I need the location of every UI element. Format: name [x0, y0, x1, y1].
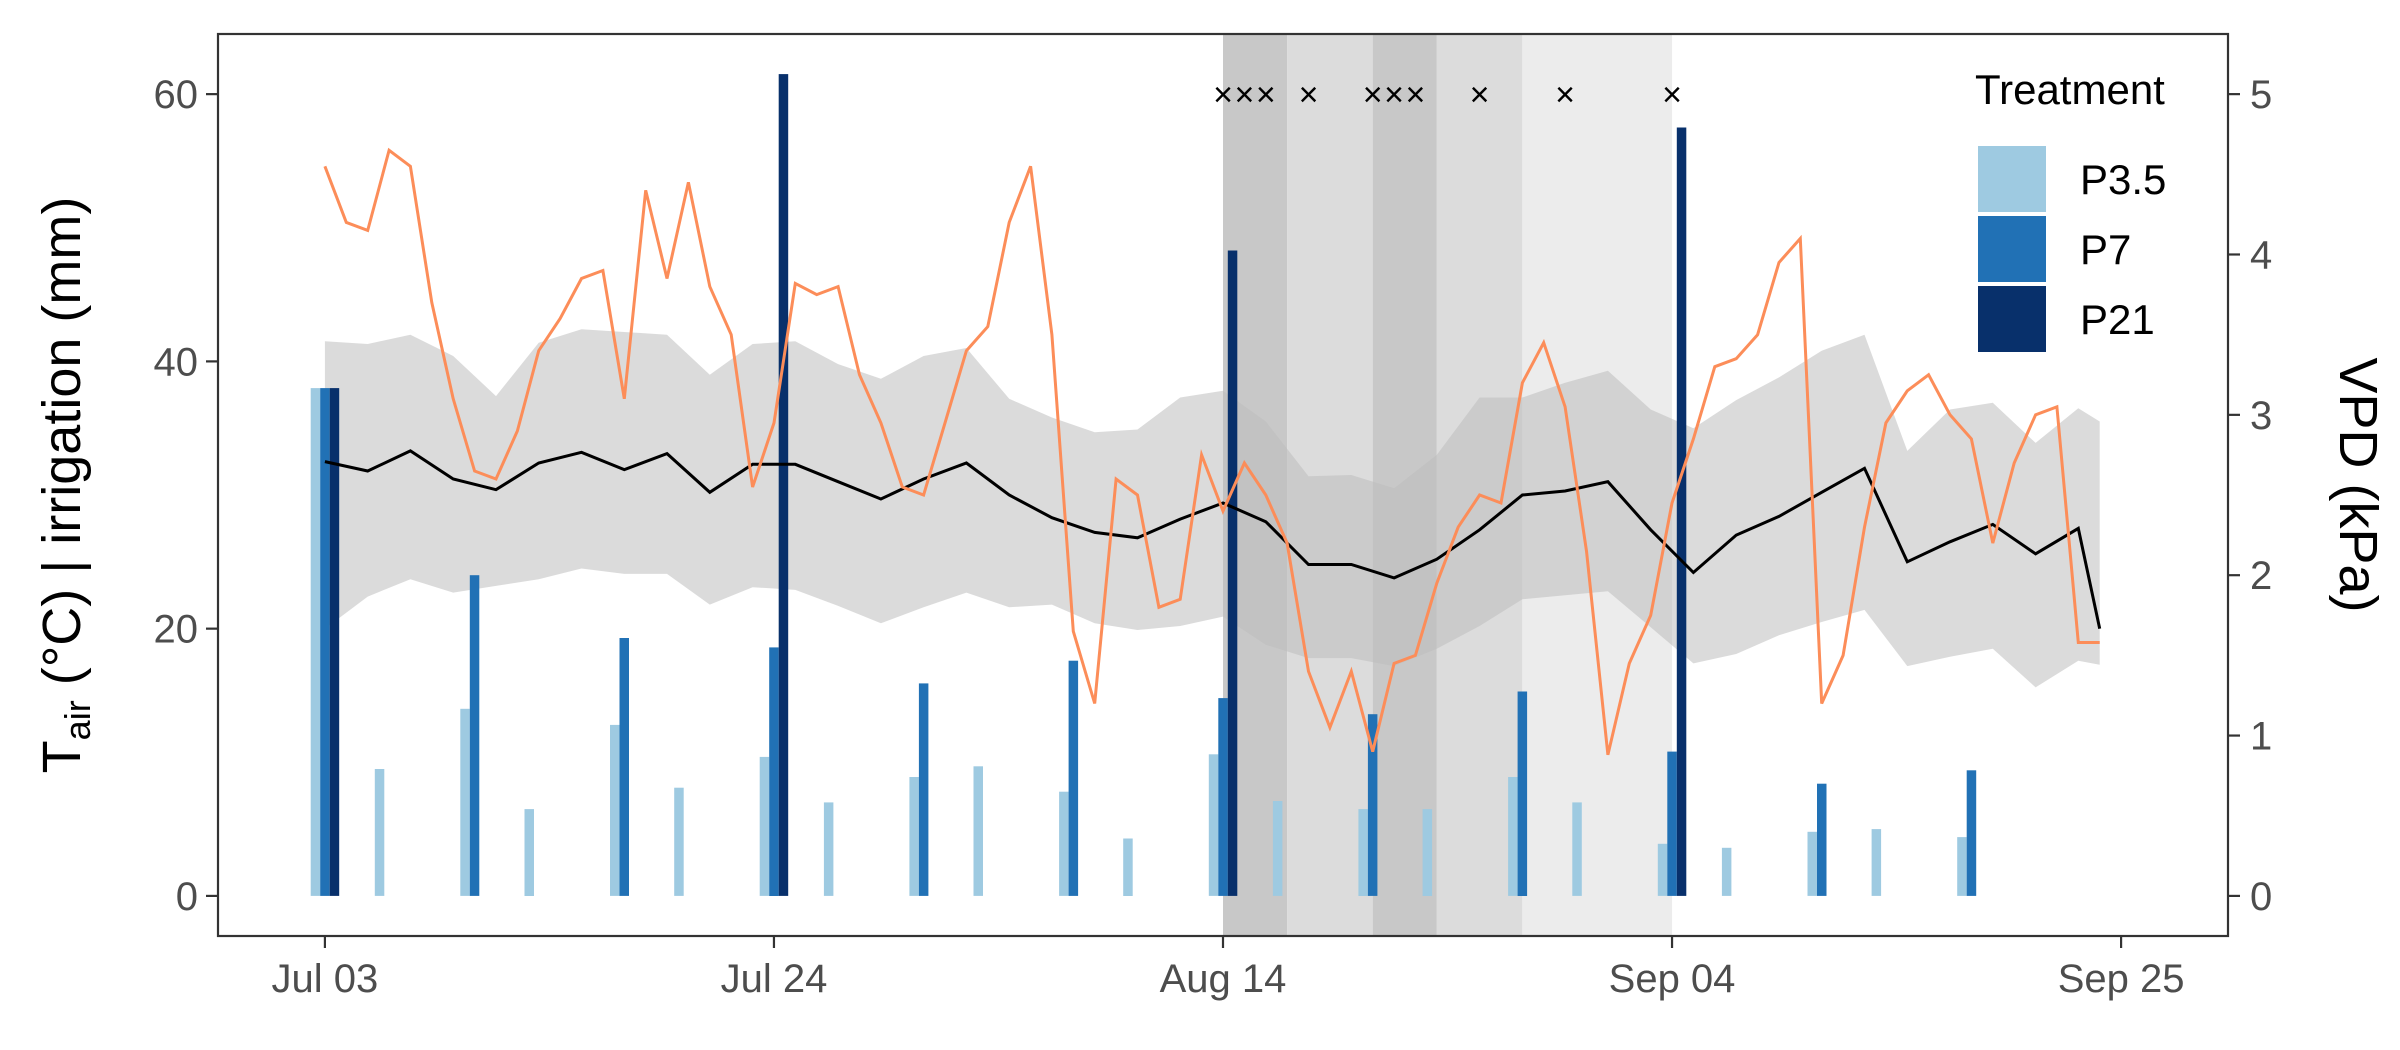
y-axis-title-sub: air	[57, 700, 98, 740]
legend-key-p21	[1978, 286, 2046, 352]
y-axis-title-rest: (°C) | irrigation (mm)	[32, 197, 92, 701]
irrigation-bar-p3-5	[1721, 847, 1732, 896]
marker-symbol: ×	[1234, 76, 1254, 114]
y2-axis-title: VPD (kPa)	[2328, 357, 2388, 612]
markers: × × × × × × × × × ×	[1213, 76, 1682, 114]
marker-symbol: ×	[1555, 76, 1575, 114]
y-axis-title-main: T	[32, 740, 92, 773]
marker-symbol: ×	[1363, 76, 1383, 114]
marker-symbol: ×	[1213, 76, 1233, 114]
irrigation-bar-p3-5	[1957, 837, 1967, 896]
y2-tick-label: 4	[2250, 233, 2272, 277]
irrigation-bar-p3-5	[1657, 843, 1668, 896]
irrigation-bar-p7	[1218, 698, 1228, 896]
irrigation-bar-p3-5	[610, 724, 620, 896]
y2-tick-label: 3	[2250, 394, 2272, 438]
irrigation-bar-p3-5	[1059, 791, 1069, 896]
x-tick-label: Jul 24	[721, 957, 828, 1001]
irrigation-bar-p3-5	[1272, 801, 1283, 896]
y2-tick-label: 5	[2250, 73, 2272, 117]
y-tick-label: 60	[154, 73, 199, 117]
x-tick-label: Sep 25	[2058, 957, 2185, 1001]
irrigation-bar-p3-5	[1508, 777, 1518, 896]
irrigation-bar-p7	[1367, 714, 1378, 896]
marker-symbol: ×	[1384, 76, 1404, 114]
irrigation-bar-p7	[619, 638, 629, 896]
irrigation-bar-p3-5	[310, 388, 321, 896]
irrigation-bars	[310, 74, 1977, 896]
temperature-mean-line	[324, 449, 2102, 630]
y-axis-title: Tair (°C) | irrigation (mm)	[32, 197, 98, 774]
irrigation-bar-p7	[918, 683, 929, 896]
irrigation-bar-p3-5	[1807, 831, 1817, 896]
irrigation-bar-p3-5	[909, 777, 919, 896]
marker-symbol: ×	[1299, 76, 1319, 114]
irrigation-bar-p3-5	[524, 809, 534, 896]
irrigation-bar-p7	[1517, 691, 1528, 896]
y-tick-label: 40	[154, 340, 199, 384]
marker-symbol: ×	[1256, 76, 1276, 114]
x-tick-label: Sep 04	[1609, 957, 1736, 1001]
irrigation-bar-p7	[1817, 783, 1827, 896]
y2-tick-label: 2	[2250, 554, 2272, 598]
irrigation-bar-p3-5	[823, 802, 834, 896]
y2-tick-label: 1	[2250, 715, 2272, 759]
irrigation-bar-p3-5	[1871, 829, 1882, 896]
irrigation-bar-p21	[329, 388, 340, 896]
legend-title: Treatment	[1975, 66, 2165, 113]
irrigation-bar-p7	[1966, 770, 1977, 896]
irrigation-bar-p7	[1667, 751, 1677, 896]
irrigation-bar-p7	[320, 388, 330, 896]
legend-key-p7	[1978, 216, 2046, 282]
irrigation-bar-p21	[778, 74, 789, 896]
irrigation-bar-p3-5	[1358, 809, 1368, 896]
irrigation-bar-p7	[469, 575, 480, 896]
x-tick-label: Aug 14	[1160, 957, 1287, 1001]
marker-symbol: ×	[1470, 76, 1490, 114]
irrigation-bar-p7	[769, 647, 779, 896]
legend-label-p21: P21	[2080, 296, 2155, 343]
marker-symbol: ×	[1662, 76, 1682, 114]
axes: Jul 03 Jul 24 Aug 14 Sep 04 Sep 25 0 20 40 60 0 1 2…	[154, 73, 2273, 1001]
marker-symbol: ×	[1405, 76, 1425, 114]
irrigation-bar-p21	[1227, 250, 1238, 896]
irrigation-bar-p7	[1068, 660, 1079, 896]
irrigation-bar-p3-5	[374, 769, 385, 896]
y2-tick-label: 0	[2250, 875, 2272, 919]
irrigation-bar-p3-5	[759, 756, 770, 896]
legend-label-p7: P7	[2080, 226, 2131, 273]
irrigation-bar-p3-5	[460, 708, 470, 896]
vpd-line	[323, 147, 2100, 756]
irrigation-bar-p3-5	[1572, 802, 1582, 896]
irrigation-bar-p21	[1676, 127, 1687, 896]
x-tick-label: Jul 03	[272, 957, 379, 1001]
irrigation-bar-p3-5	[1422, 809, 1433, 896]
irrigation-bar-p3-5	[1123, 838, 1133, 896]
legend-key-p3-5	[1978, 146, 2046, 212]
irrigation-bar-p3-5	[674, 787, 684, 896]
series-lines	[323, 147, 2102, 756]
legend-label-p3-5: P3.5	[2080, 156, 2166, 203]
irrigation-bar-p3-5	[973, 766, 983, 896]
y-tick-label: 20	[154, 608, 199, 652]
y-tick-label: 0	[176, 875, 198, 919]
legend: Treatment P3.5 P7 P21	[1975, 66, 2166, 352]
irrigation-bar-p3-5	[1208, 754, 1219, 896]
